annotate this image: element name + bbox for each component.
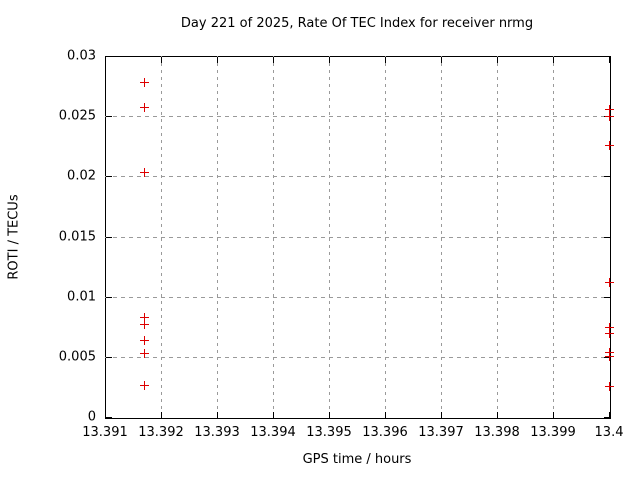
marker-vertical-stroke [609,112,610,122]
marker-vertical-stroke [144,78,146,88]
x-tick-mark [161,57,162,63]
y-tick-mark [106,236,112,238]
marker-vertical-stroke [609,278,610,288]
data-point-marker [140,349,150,359]
x-tick-mark [497,412,498,418]
data-point-marker [605,112,614,122]
x-tick-mark [385,57,386,63]
x-tick-mark [385,412,386,418]
y-tick-label: 0 [87,409,96,425]
y-tick-label: 0.03 [67,48,96,64]
x-tick-mark [609,412,610,418]
horizontal-gridline [105,356,609,358]
data-point-marker [140,102,150,112]
y-tick-mark [604,417,610,418]
y-tick-mark [604,236,610,238]
x-axis-label: GPS time / hours [302,452,412,467]
marker-vertical-stroke [144,335,146,345]
data-point-marker [140,78,150,88]
y-tick-mark [106,116,112,118]
marker-vertical-stroke [609,328,610,338]
y-tick-label: 0.005 [58,349,96,365]
y-tick-label: 0.02 [67,168,96,184]
horizontal-gridline [105,236,609,238]
x-tick-label: 13.4 [594,425,624,440]
data-point-marker [605,104,614,114]
y-tick-mark [604,356,610,358]
chart-title: Day 221 of 2025, Rate Of TEC Index for r… [180,16,534,31]
x-tick-label: 13.399 [530,425,576,440]
y-tick-mark [106,56,112,57]
marker-vertical-stroke [609,322,610,332]
marker-vertical-stroke [609,351,610,361]
y-tick-mark [106,417,112,418]
x-tick-label: 13.391 [82,425,128,440]
x-tick-mark [441,57,442,63]
data-point-marker [140,313,150,323]
x-tick-label: 13.396 [362,425,408,440]
x-tick-label: 13.392 [138,425,184,440]
marker-vertical-stroke [144,313,146,323]
y-tick-mark [604,296,610,298]
marker-vertical-stroke [144,167,146,177]
data-point-marker [605,278,614,288]
marker-vertical-stroke [144,102,146,112]
x-tick-mark [161,412,162,418]
x-tick-mark [217,412,218,418]
x-tick-mark [273,412,274,418]
x-tick-mark [105,412,106,418]
marker-vertical-stroke [144,349,146,359]
data-point-marker [140,320,150,330]
y-tick-label: 0.025 [58,108,96,124]
marker-vertical-stroke [144,320,146,330]
marker-vertical-stroke [144,380,146,390]
plot-area [105,56,611,419]
y-tick-mark [106,176,112,178]
y-tick-mark [106,356,112,358]
x-tick-mark [273,57,274,63]
horizontal-gridline [105,176,609,178]
marker-vertical-stroke [609,381,610,391]
y-tick-mark [604,56,610,57]
x-tick-mark [609,57,610,63]
x-tick-label: 13.394 [250,425,296,440]
x-tick-label: 13.397 [418,425,464,440]
data-point-marker [605,141,614,151]
horizontal-gridline [105,116,609,118]
x-tick-mark [553,57,554,63]
x-tick-mark [329,412,330,418]
y-tick-mark [106,296,112,298]
y-tick-mark [604,176,610,178]
x-tick-mark [105,57,106,63]
horizontal-gridline [105,296,609,298]
x-tick-mark [497,57,498,63]
x-tick-mark [329,57,330,63]
y-tick-label: 0.015 [58,229,96,244]
data-point-marker [605,322,614,332]
x-tick-label: 13.393 [194,425,240,440]
y-tick-label: 0.01 [67,289,96,305]
data-point-marker [140,335,150,345]
x-tick-label: 13.395 [306,425,352,440]
x-tick-mark [553,412,554,418]
data-point-marker [605,351,614,361]
data-point-marker [140,167,150,177]
x-tick-mark [217,57,218,63]
y-axis-label: ROTI / TECUs [6,194,22,280]
data-point-marker [140,380,150,390]
marker-vertical-stroke [609,141,610,151]
data-point-marker [605,328,614,338]
x-tick-mark [441,412,442,418]
data-point-marker [605,381,614,391]
marker-vertical-stroke [609,104,610,114]
x-tick-label: 13.398 [474,425,520,440]
